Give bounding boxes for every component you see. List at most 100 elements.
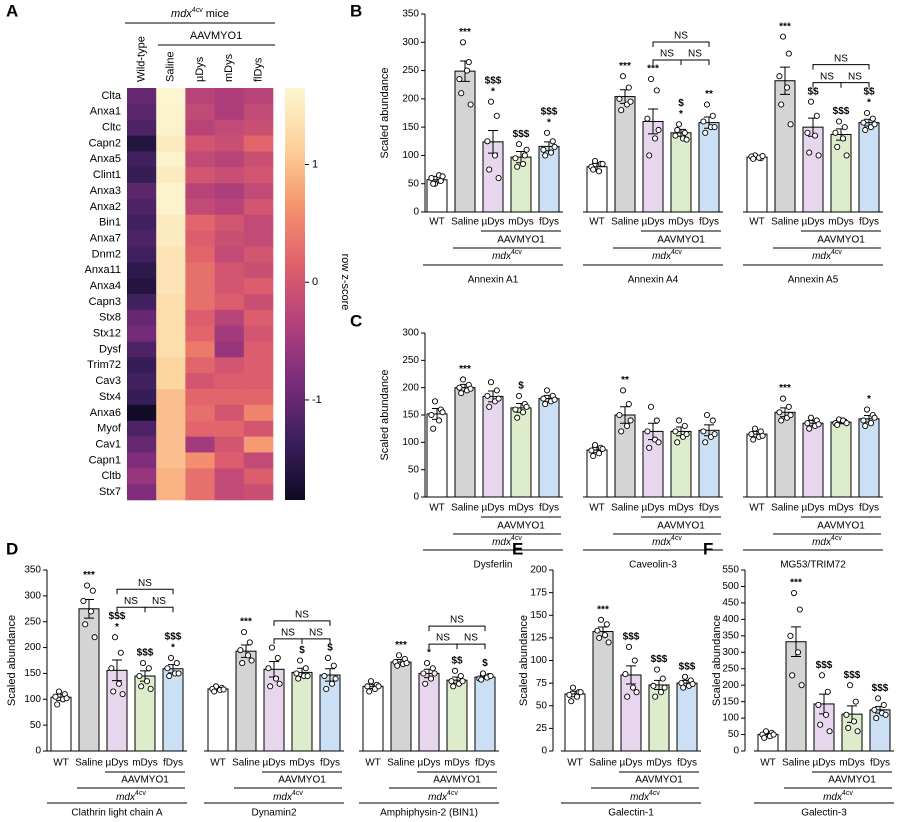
- data-point: [429, 665, 436, 672]
- x-tick-label: mDys: [289, 758, 315, 769]
- significance-label: $: [678, 98, 684, 109]
- y-tick-label: 250: [722, 663, 739, 674]
- x-tick-label: Saline: [451, 217, 479, 228]
- data-point: [293, 670, 300, 677]
- data-point: [91, 634, 98, 641]
- significance-label: $$$: [872, 683, 889, 694]
- x-tick-label: WT: [210, 758, 226, 769]
- bar: [698, 122, 720, 213]
- x-tick-label: µDys: [802, 217, 825, 228]
- heat-cell: [127, 151, 157, 168]
- significance-label: $$$: [109, 611, 126, 622]
- data-point: [543, 129, 551, 136]
- data-point: [807, 98, 815, 105]
- data-point: [568, 698, 575, 705]
- data-point: [479, 670, 487, 677]
- bar: [698, 429, 720, 498]
- data-point: [846, 682, 854, 689]
- row-label: Cltb: [101, 470, 121, 482]
- data-point: [605, 639, 612, 646]
- x-tick-label: WT: [429, 217, 445, 228]
- heat-cell: [156, 230, 186, 247]
- row-label: Cav1: [95, 438, 121, 450]
- data-point: [702, 129, 709, 136]
- heat-cell: [214, 135, 245, 152]
- bar: [802, 422, 824, 498]
- data-point: [653, 417, 660, 424]
- x-tick-label: µDys: [802, 503, 825, 514]
- bar: [446, 679, 468, 752]
- model-superscript: 4cv: [831, 249, 842, 256]
- data-point: [423, 660, 431, 667]
- y-axis-title: Scaled abundance: [518, 615, 530, 706]
- subgroup-label: AAVMYO1: [190, 30, 242, 42]
- y-tick-label: 75: [536, 678, 548, 689]
- data-point: [375, 683, 382, 690]
- bar: [746, 433, 768, 498]
- data-point: [143, 678, 151, 685]
- data-point: [703, 411, 711, 419]
- data-point: [493, 112, 500, 119]
- data-point: [619, 73, 627, 80]
- bar: [648, 684, 670, 752]
- heat-cell: [185, 103, 215, 120]
- subgroup-label: AAVMYO1: [657, 235, 705, 246]
- panel-label: C: [350, 311, 362, 330]
- heat-cell: [185, 452, 215, 469]
- significance-label: $$: [807, 86, 819, 97]
- data-point: [623, 422, 631, 429]
- data-point: [478, 676, 485, 683]
- x-tick-label: µDys: [642, 503, 665, 514]
- data-point: [487, 379, 495, 386]
- colorbar-label: row z-score: [339, 254, 351, 311]
- data-point: [672, 132, 679, 139]
- bar: [586, 449, 608, 498]
- data-point: [646, 444, 653, 451]
- heat-cell: [185, 119, 215, 136]
- heat-cell: [127, 468, 157, 485]
- data-point: [304, 672, 311, 680]
- panel-label: E: [512, 539, 523, 558]
- data-point: [465, 59, 472, 66]
- bar: [785, 641, 807, 752]
- heat-cell: [214, 373, 245, 390]
- group-title: Galectin-1: [608, 808, 654, 819]
- data-point: [835, 118, 843, 125]
- data-point: [458, 90, 465, 97]
- data-point: [789, 672, 796, 679]
- y-tick-label: 0: [733, 746, 739, 757]
- data-point: [653, 87, 660, 94]
- heat-cell: [156, 214, 186, 231]
- x-tick-label: mDys: [132, 758, 158, 769]
- y-tick-label: 400: [722, 614, 739, 625]
- row-label: Stx4: [99, 391, 121, 403]
- heat-cell: [156, 420, 186, 437]
- row-label: Stx12: [93, 328, 121, 340]
- heat-cell: [185, 214, 215, 231]
- group-title: Annexin A4: [628, 275, 679, 286]
- data-point: [759, 152, 766, 160]
- bracket: [812, 64, 870, 70]
- heat-cell: [243, 420, 274, 437]
- heat-cell: [156, 357, 186, 374]
- y-tick-label: 0: [541, 746, 547, 757]
- significance-label: **: [621, 375, 629, 386]
- data-point: [595, 450, 603, 457]
- heat-cell: [243, 135, 274, 152]
- heat-cell: [185, 167, 215, 184]
- data-point: [147, 685, 154, 692]
- bar: [50, 696, 72, 752]
- error-bar: [648, 108, 658, 135]
- y-tick-label: 150: [402, 122, 419, 133]
- data-point: [115, 680, 123, 687]
- row-label: Stx8: [99, 312, 121, 324]
- row-label: Dysf: [99, 343, 122, 355]
- data-point: [588, 447, 595, 454]
- bar: [538, 398, 560, 498]
- data-point: [644, 115, 651, 122]
- data-point: [655, 439, 662, 446]
- heat-cell: [243, 262, 274, 279]
- row-label: Capn2: [89, 137, 121, 149]
- data-point: [659, 675, 666, 682]
